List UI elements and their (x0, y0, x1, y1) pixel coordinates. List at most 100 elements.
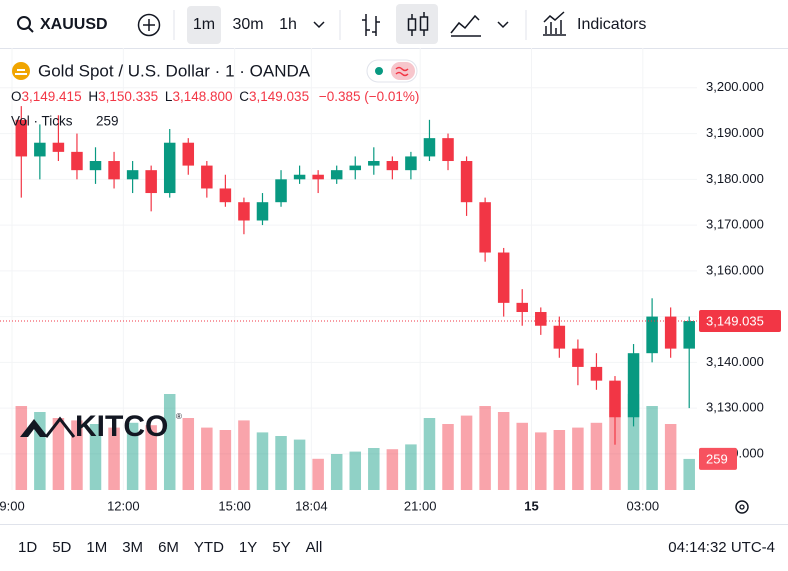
delayed-badge (391, 62, 415, 80)
candle-body (646, 316, 658, 354)
volume-bar (238, 420, 250, 490)
y-tick-label: 3,200.000 (706, 79, 764, 94)
area-style[interactable] (450, 14, 481, 37)
ohlc-value: 3,150.335 (98, 89, 158, 104)
x-tick-label: 15 (524, 498, 538, 513)
volume-value: 259 (96, 114, 119, 129)
volume-bar (71, 420, 83, 490)
range-button[interactable]: 1Y (239, 539, 257, 556)
volume-bar (126, 422, 139, 490)
volume-bar (664, 424, 677, 490)
ohlc-value: 3,149.415 (22, 89, 82, 104)
settings-icon[interactable] (735, 500, 749, 514)
indicators-icon[interactable] (543, 11, 566, 36)
candle-body (386, 161, 399, 171)
last-price-box (699, 310, 781, 333)
candle-body (405, 156, 417, 171)
indicators[interactable]: Indicators (577, 16, 646, 33)
volume-bar (572, 427, 584, 490)
symbol-logo-bars (15, 69, 27, 75)
candle-body (275, 179, 287, 203)
candle-style-bg (396, 4, 438, 44)
volume-bar (386, 449, 399, 490)
settings-icon-center (739, 504, 745, 510)
y-tick-label: 3,170.000 (706, 217, 764, 232)
candle-body (497, 252, 510, 303)
candle-body (71, 151, 83, 171)
range-button[interactable]: 1M (86, 539, 107, 556)
volume-bar (52, 418, 65, 490)
candle-body (145, 170, 157, 194)
candle-body (664, 316, 677, 349)
range-buttons: 1D 5D 1M 3M 6M YTD 1Y 5Y All (18, 539, 322, 556)
candle-body (368, 161, 380, 166)
interval-dropdown[interactable] (313, 21, 325, 29)
candle-body (219, 188, 232, 203)
candle-body (423, 138, 436, 157)
change: −0.385 (−0.01%) (319, 89, 420, 104)
y-tick-label: 3,190.000 (706, 125, 764, 140)
range-button[interactable]: 5D (52, 539, 71, 556)
volume-bar (275, 436, 287, 490)
volume-bar (423, 418, 436, 490)
volume-bar (479, 406, 491, 490)
logo-mark (44, 416, 76, 438)
candle-body (683, 321, 695, 349)
volume-bar (145, 425, 157, 490)
range-button[interactable]: 5Y (272, 539, 290, 556)
candle-body (535, 312, 547, 326)
add-symbol[interactable] (137, 13, 161, 37)
legend: Gold Spot / U.S. Dollar · 1 · OANDA O3,1… (11, 59, 420, 129)
volume-bar (201, 427, 213, 490)
ohlc-value: 3,148.800 (172, 89, 232, 104)
style-dropdown[interactable] (497, 21, 509, 29)
x-tick-label: 12:00 (107, 498, 140, 513)
y-tick-label: 3,160.000 (706, 262, 764, 277)
candle-body (256, 202, 269, 221)
symbol[interactable]: XAUUSD (40, 16, 108, 33)
volume-bar (330, 454, 343, 490)
candle-body (590, 366, 603, 381)
interval[interactable]: 1h (279, 16, 297, 33)
volume-bar (683, 458, 695, 490)
volume-bar (182, 418, 195, 490)
range-button[interactable]: 3M (122, 539, 143, 556)
logo: KITCO ® (20, 410, 182, 443)
volume-bar (108, 427, 120, 490)
ohlc-key: C (239, 89, 249, 104)
interval[interactable]: 30m (232, 16, 263, 33)
bars-style[interactable] (362, 14, 380, 36)
x-tick-label: 21:00 (404, 498, 437, 513)
candle-body (201, 165, 213, 189)
overlay: 3,120.0003,130.0003,140.0003,150.0003,16… (0, 79, 781, 513)
range-button[interactable]: 1D (18, 539, 37, 556)
logo-registered: ® (176, 412, 182, 421)
candle-body (460, 161, 473, 203)
volume-bar (405, 444, 417, 490)
logo-text: KITCO (75, 410, 168, 443)
volume-bar (627, 394, 640, 490)
range-button[interactable]: All (306, 539, 323, 556)
search-icon-handle (27, 26, 34, 33)
x-tick-label: 15:00 (218, 498, 251, 513)
candle-style[interactable] (407, 18, 417, 31)
volume-bar (368, 448, 380, 490)
candle-body (349, 165, 362, 171)
volume-bar (89, 424, 102, 490)
candle-body (572, 348, 584, 367)
candle-body (34, 142, 46, 157)
candle-body (627, 353, 640, 418)
candle-body (126, 170, 139, 180)
range-button[interactable]: YTD (194, 539, 224, 556)
y-tick-label: 3,180.000 (706, 171, 764, 186)
candle-body (108, 161, 120, 180)
interval[interactable]: 1m (193, 16, 215, 33)
volume-bar (460, 415, 473, 490)
candle-body (479, 202, 491, 253)
volume-bar (553, 430, 566, 490)
search-icon[interactable] (17, 16, 31, 30)
range-button[interactable]: 6M (158, 539, 179, 556)
volume-bar (219, 430, 232, 490)
candle-body (52, 142, 65, 152)
volume-bar (442, 424, 454, 490)
